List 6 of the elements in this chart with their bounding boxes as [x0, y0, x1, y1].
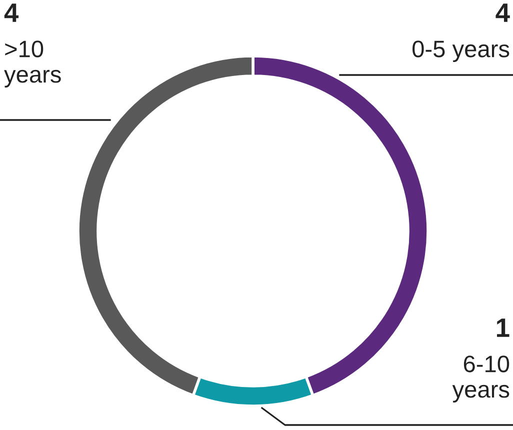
slice-label: 6-10 years: [452, 356, 510, 402]
data-label: 4: [4, 4, 19, 22]
slice-label: 0-5 years: [412, 40, 510, 62]
slice-label: >10 years: [4, 40, 61, 88]
data-label: 4: [496, 4, 510, 22]
data-label: 1: [496, 318, 510, 337]
